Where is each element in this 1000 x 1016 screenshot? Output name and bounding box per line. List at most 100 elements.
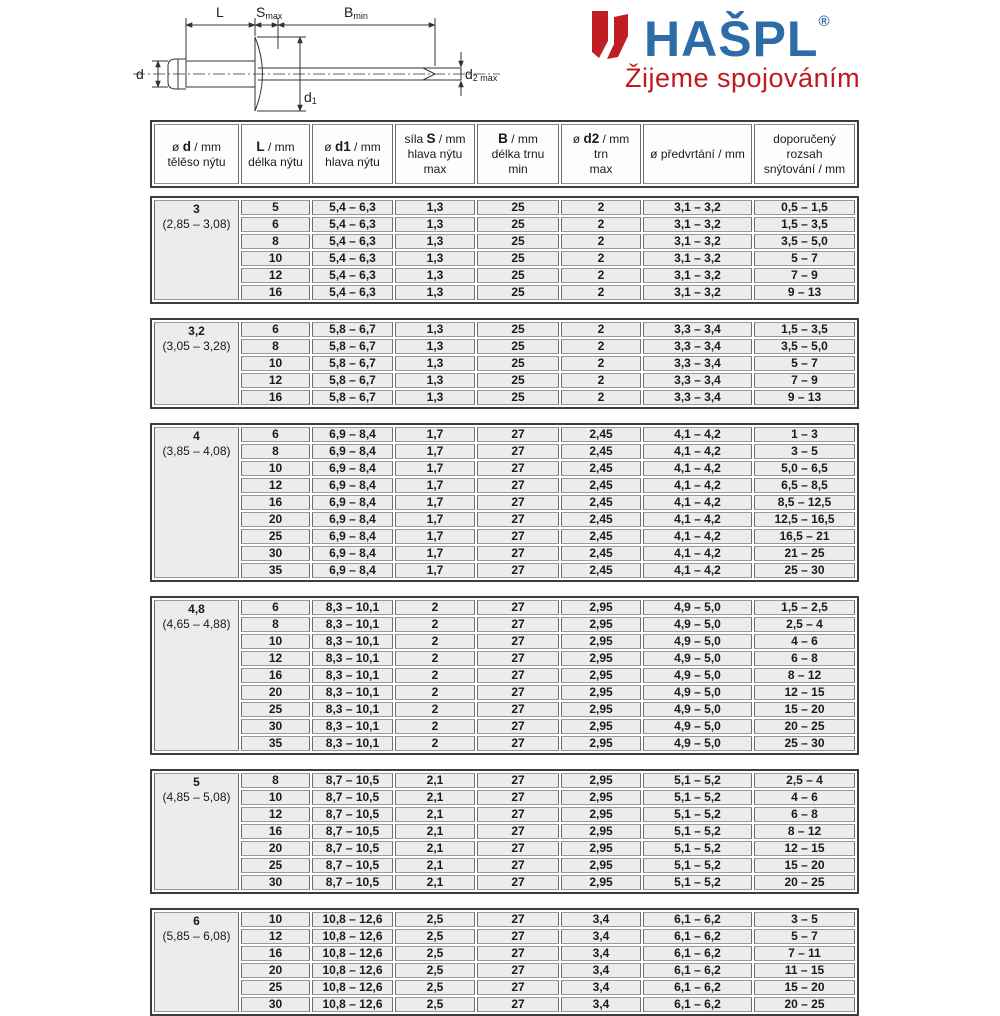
spec-cell: 4,1 – 4,2 [643,512,752,527]
spec-cell: 4,9 – 5,0 [643,685,752,700]
spec-cell: 2,5 [395,946,475,961]
spec-cell: 27 [477,634,559,649]
spec-cell: 4,1 – 4,2 [643,427,752,442]
haspl-logo: HAŠPL® Žijeme spojováním [585,8,860,94]
spec-cell: 5,8 – 6,7 [312,373,393,388]
spec-cell: 6,9 – 8,4 [312,461,393,476]
spec-row: 10 8,3 – 10,1 2 27 2,95 4,9 – 5,0 4 – 6 [154,634,855,649]
column-header-7: doporučený rozsah snýtování / mm [754,124,855,184]
spec-row: 8 5,4 – 6,3 1,3 25 2 3,1 – 3,2 3,5 – 5,0 [154,234,855,249]
spec-cell: 4,9 – 5,0 [643,719,752,734]
spec-cell: 5,1 – 5,2 [643,858,752,873]
spec-cell: 27 [477,651,559,666]
spec-cell: 10,8 – 12,6 [312,963,393,978]
spec-cell: 27 [477,444,559,459]
spec-cell: 2,1 [395,841,475,856]
spec-cell: 5,4 – 6,3 [312,268,393,283]
spec-cell: 9 – 13 [754,390,855,405]
spec-cell: 2 [561,390,641,405]
size-group-label: 3,2 (3,05 – 3,28) [154,322,239,405]
spec-cell: 2,95 [561,651,641,666]
spec-row: 5 (4,85 – 5,08) 8 8,7 – 10,5 2,1 27 2,95 5,1 – … [154,773,855,890]
spec-row: 30 8,7 – 10,5 2,1 27 2,95 5,1 – 5,2 20 – 25 [154,875,855,890]
spec-cell: 5 – 7 [754,929,855,944]
spec-cell: 1,3 [395,200,475,215]
spec-cell: 16 [241,495,310,510]
spec-cell: 8 [241,617,310,632]
size-group-label: 4 (3,85 – 4,08) [154,427,239,578]
spec-row: 6 (5,85 – 6,08) 10 10,8 – 12,6 2,5 27 3,4 6,1 –… [154,912,855,1012]
spec-cell: 27 [477,875,559,890]
spec-cell: 27 [477,702,559,717]
spec-cell: 2,95 [561,702,641,717]
spec-cell: 25 [477,251,559,266]
spec-cell: 8 [241,339,310,354]
spec-cell: 25 [477,234,559,249]
spec-cell: 4,1 – 4,2 [643,461,752,476]
spec-cell: 3,4 [561,963,641,978]
spec-cell: 8,7 – 10,5 [312,773,393,788]
spec-cell: 5,4 – 6,3 [312,234,393,249]
spec-cell: 5,8 – 6,7 [312,356,393,371]
spec-cell: 27 [477,736,559,751]
spec-cell: 1,7 [395,461,475,476]
spec-cell: 4 – 6 [754,634,855,649]
spec-cell: 27 [477,563,559,578]
spec-cell: 1,5 – 2,5 [754,600,855,615]
spec-cell: 10 [241,634,310,649]
spec-row: 35 8,3 – 10,1 2 27 2,95 4,9 – 5,0 25 – 30 [154,736,855,751]
spec-cell: 2 [395,736,475,751]
spec-cell: 8,3 – 10,1 [312,702,393,717]
spec-cell: 8,7 – 10,5 [312,824,393,839]
spec-group-4,8: 4,8 (4,65 – 4,88) 6 8,3 – 10,1 2 27 2,95 4,9 – … [150,596,859,755]
spec-cell: 4,9 – 5,0 [643,634,752,649]
spec-cell: 3,1 – 3,2 [643,285,752,300]
spec-cell: 8,3 – 10,1 [312,600,393,615]
spec-cell: 2 [561,200,641,215]
spec-row: 6 5,4 – 6,3 1,3 25 2 3,1 – 3,2 1,5 – 3,5 [154,217,855,232]
spec-cell: 2,1 [395,790,475,805]
spec-cell: 16 [241,390,310,405]
spec-cell: 12 – 15 [754,685,855,700]
spec-cell: 25 [477,356,559,371]
spec-row: 10 5,4 – 6,3 1,3 25 2 3,1 – 3,2 5 – 7 [154,251,855,266]
spec-cell: 1,5 – 3,5 [754,322,855,337]
spec-cell: 2,45 [561,529,641,544]
spec-cell: 6,9 – 8,4 [312,512,393,527]
spec-cell: 6,1 – 6,2 [643,997,752,1012]
spec-cell: 8 [241,444,310,459]
spec-cell: 4,9 – 5,0 [643,651,752,666]
spec-cell: 5,1 – 5,2 [643,841,752,856]
spec-cell: 2,5 [395,980,475,995]
spec-row: 20 6,9 – 8,4 1,7 27 2,45 4,1 – 4,2 12,5 – 16,5 [154,512,855,527]
spec-cell: 3,3 – 3,4 [643,390,752,405]
spec-cell: 8 [241,773,310,788]
spec-cell: 27 [477,495,559,510]
spec-cell: 8 [241,234,310,249]
spec-cell: 1,3 [395,268,475,283]
logo-tagline: Žijeme spojováním [625,63,861,93]
spec-cell: 25 [477,268,559,283]
column-header-0: ø d / mm tělěso nýtu [154,124,239,184]
spec-cell: 1,3 [395,322,475,337]
spec-cell: 27 [477,512,559,527]
spec-cell: 16 [241,668,310,683]
spec-cell: 1,3 [395,373,475,388]
spec-cell: 11 – 15 [754,963,855,978]
spec-cell: 5 [241,200,310,215]
spec-cell: 10 [241,912,310,927]
spec-cell: 6,9 – 8,4 [312,529,393,544]
spec-cell: 5,1 – 5,2 [643,773,752,788]
spec-cell: 10 [241,461,310,476]
spec-cell: 8,3 – 10,1 [312,736,393,751]
spec-row: 3 (2,85 – 3,08) 5 5,4 – 6,3 1,3 25 2 3,1 – 3,2 0… [154,200,855,300]
spec-cell: 2 [395,685,475,700]
spec-cell: 3,4 [561,929,641,944]
spec-cell: 8,3 – 10,1 [312,651,393,666]
spec-row: 25 8,3 – 10,1 2 27 2,95 4,9 – 5,0 15 – 20 [154,702,855,717]
brand-line: HAŠPL® [644,13,830,64]
spec-cell: 25 – 30 [754,736,855,751]
spec-cell: 8,5 – 12,5 [754,495,855,510]
spec-cell: 2,95 [561,736,641,751]
registered-mark: ® [818,13,830,30]
